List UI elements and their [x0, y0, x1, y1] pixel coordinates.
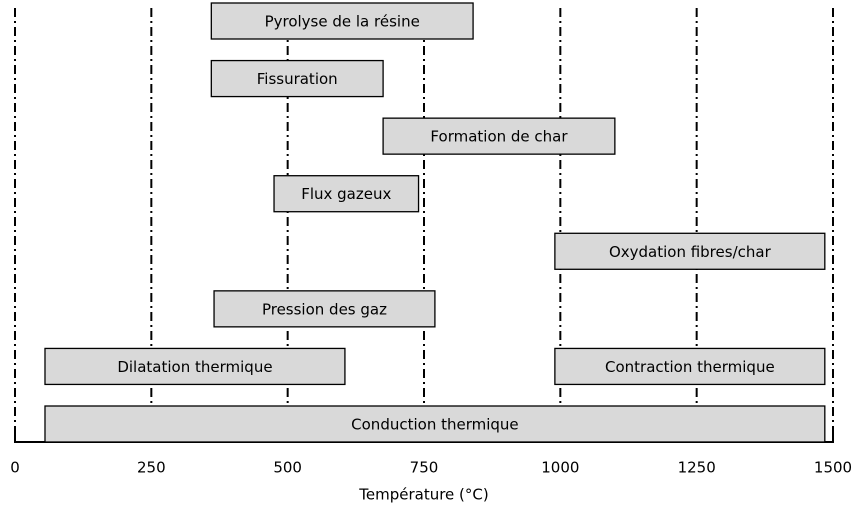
x-tick-label: 500: [273, 459, 302, 477]
bar-label: Conduction thermique: [351, 416, 519, 434]
x-tick-label: 0: [10, 459, 20, 477]
bar: [210, 2, 474, 40]
bar-label: Flux gazeux: [301, 185, 391, 203]
x-tick-label: 1000: [541, 459, 579, 477]
bar: [273, 175, 420, 213]
bar-label: Fissuration: [257, 70, 338, 88]
bar-label: Dilatation thermique: [117, 358, 272, 376]
bar: [44, 405, 826, 443]
bar: [382, 117, 616, 155]
bar: [210, 59, 384, 98]
x-tick-label: 1250: [678, 459, 716, 477]
bar: [554, 232, 826, 270]
x-axis-label: Température (°C): [358, 486, 488, 504]
bar: [44, 347, 346, 386]
bar: [213, 290, 436, 328]
bar-label: Formation de char: [430, 128, 568, 146]
x-tick-label: 1500: [814, 459, 852, 477]
bar-label: Pression des gaz: [262, 300, 387, 318]
x-tick-label: 750: [410, 459, 439, 477]
bar-label: Pyrolyse de la résine: [265, 13, 420, 31]
bar: [554, 347, 826, 386]
bar-label: Oxydation fibres/char: [609, 243, 772, 261]
bar-label: Contraction thermique: [605, 358, 775, 376]
x-tick-label: 250: [137, 459, 166, 477]
